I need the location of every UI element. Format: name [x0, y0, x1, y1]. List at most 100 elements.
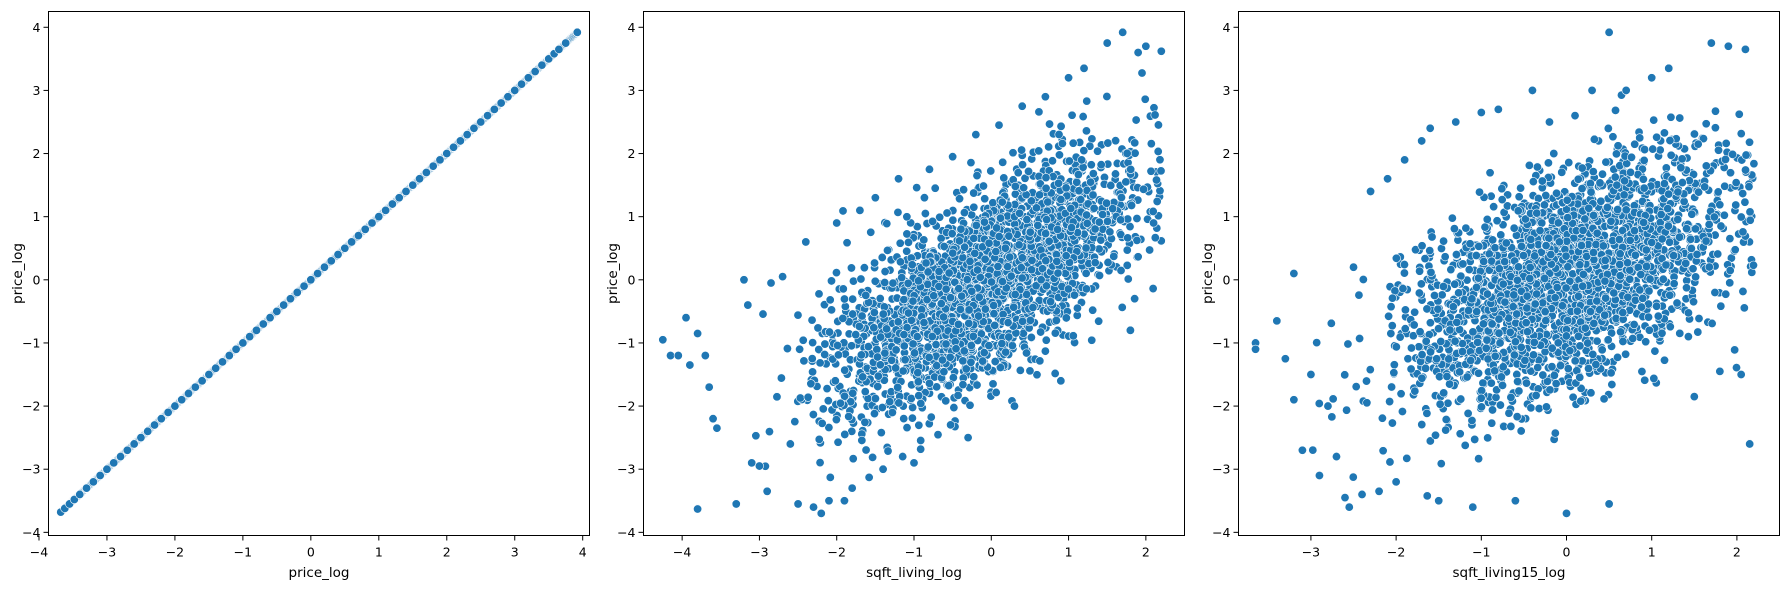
- data-point: [1096, 160, 1106, 170]
- y-tick-label: −2: [22, 399, 40, 414]
- data-point: [1613, 141, 1623, 151]
- data-point: [809, 502, 819, 512]
- data-point: [572, 27, 582, 37]
- data-point: [1066, 204, 1076, 214]
- data-point: [764, 427, 774, 437]
- data-point: [939, 367, 949, 377]
- data-point: [959, 346, 969, 356]
- data-point: [823, 396, 833, 406]
- data-point: [899, 295, 909, 305]
- data-point: [1125, 222, 1135, 232]
- data-point: [693, 504, 703, 514]
- data-point: [435, 155, 445, 165]
- data-point: [1025, 366, 1035, 376]
- data-point: [965, 256, 975, 266]
- data-point: [840, 365, 850, 375]
- data-point: [848, 388, 858, 398]
- data-point: [1034, 146, 1044, 156]
- data-point: [962, 275, 972, 285]
- data-point: [1025, 227, 1035, 237]
- data-point: [954, 284, 964, 294]
- data-point: [231, 344, 241, 354]
- data-point: [1103, 257, 1113, 267]
- y-tick-label: 4: [628, 20, 636, 35]
- data-point: [830, 376, 840, 386]
- data-point: [997, 339, 1007, 349]
- data-point: [906, 394, 916, 404]
- data-point: [1666, 150, 1676, 160]
- data-point: [856, 350, 866, 360]
- data-point: [888, 278, 898, 288]
- data-point: [285, 294, 295, 304]
- data-point: [856, 274, 866, 284]
- data-point: [1155, 155, 1165, 165]
- data-point: [951, 344, 961, 354]
- data-point: [1057, 139, 1067, 149]
- data-point: [442, 149, 452, 159]
- data-point: [882, 324, 892, 334]
- data-point: [1068, 138, 1078, 148]
- data-point: [1675, 328, 1685, 338]
- data-point: [1470, 434, 1480, 444]
- data-point: [421, 167, 431, 177]
- data-point: [870, 276, 880, 286]
- data-point: [833, 340, 843, 350]
- data-point: [878, 464, 888, 474]
- data-point: [1110, 169, 1120, 179]
- data-point: [1050, 328, 1060, 338]
- data-point: [1351, 382, 1361, 392]
- data-point: [854, 321, 864, 331]
- y-tick-label: 4: [33, 20, 41, 35]
- x-tick-label: 3: [511, 545, 519, 560]
- data-point: [1019, 183, 1029, 193]
- data-point: [818, 404, 828, 414]
- data-point: [1156, 46, 1166, 56]
- data-point: [1022, 348, 1032, 358]
- data-point: [1385, 457, 1395, 467]
- data-point: [876, 428, 886, 438]
- data-point: [1436, 244, 1446, 254]
- data-point: [993, 261, 1003, 271]
- data-point: [1040, 346, 1050, 356]
- data-point: [394, 193, 404, 203]
- data-point: [1655, 145, 1665, 155]
- data-point: [353, 231, 363, 241]
- data-point: [1613, 352, 1623, 362]
- data-point: [116, 452, 126, 462]
- data-point: [949, 403, 959, 413]
- data-point: [1425, 318, 1435, 328]
- data-point: [990, 320, 1000, 330]
- data-point: [968, 331, 978, 341]
- data-point: [1077, 155, 1087, 165]
- data-point: [1017, 253, 1027, 263]
- data-point: [966, 357, 976, 367]
- data-point: [1532, 162, 1542, 172]
- data-point: [778, 272, 788, 282]
- data-point: [272, 306, 282, 316]
- data-point: [808, 410, 818, 420]
- data-point: [827, 305, 837, 315]
- data-point: [969, 233, 979, 243]
- x-tick-label: 4: [579, 545, 587, 560]
- data-point: [798, 335, 808, 345]
- data-point: [1043, 197, 1053, 207]
- data-point: [299, 281, 309, 291]
- data-point: [1395, 332, 1405, 342]
- y-tick-label: −3: [22, 462, 40, 477]
- x-tick-label: −4: [673, 545, 691, 560]
- data-point: [970, 248, 980, 258]
- data-point: [1118, 27, 1128, 37]
- data-point: [807, 315, 817, 325]
- data-point: [1139, 184, 1149, 194]
- data-point: [658, 335, 668, 345]
- data-point: [895, 238, 905, 248]
- data-point: [251, 325, 261, 335]
- data-point: [1487, 418, 1497, 428]
- data-point: [1146, 166, 1156, 176]
- data-point: [1006, 271, 1016, 281]
- data-point: [1378, 446, 1388, 456]
- data-point: [916, 435, 926, 445]
- data-point: [785, 439, 795, 449]
- data-point: [869, 308, 879, 318]
- data-point: [1009, 302, 1019, 312]
